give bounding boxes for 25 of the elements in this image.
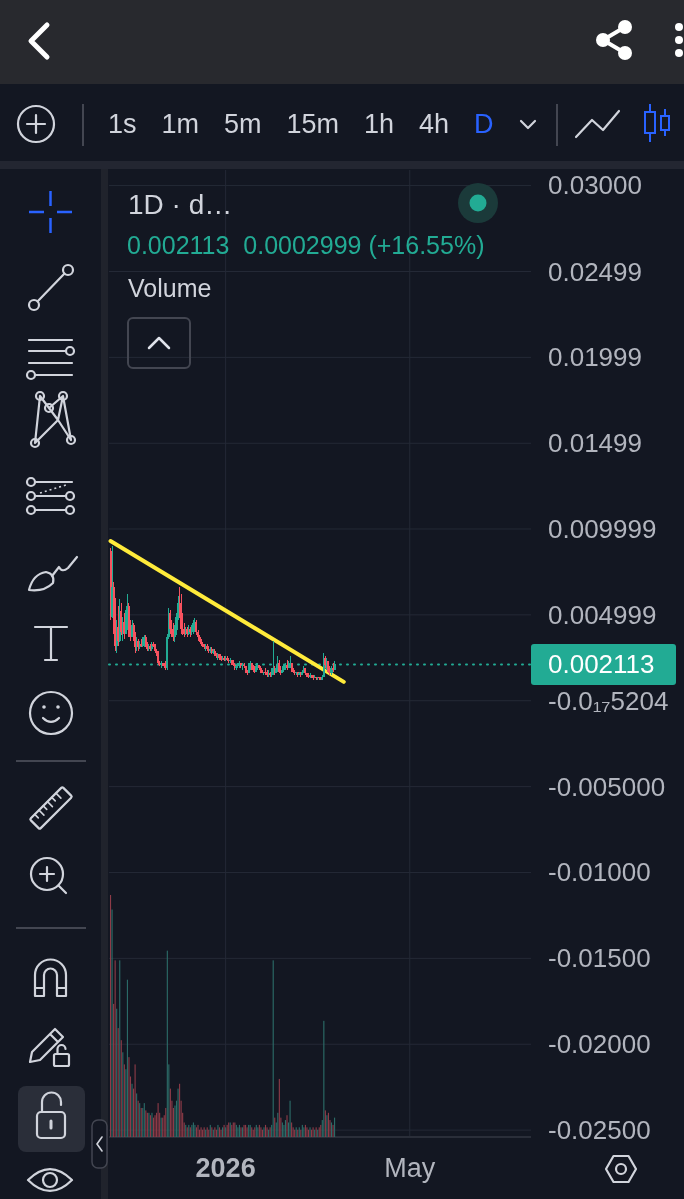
y-tick-label: 0.02499 <box>548 256 642 287</box>
y-tick-label: -0.01000 <box>548 857 651 888</box>
y-tick-label: -0.02000 <box>548 1029 651 1060</box>
y-tick-label: -0.005000 <box>548 771 666 802</box>
y-tick-label: 0.01499 <box>548 428 642 459</box>
text: 1s <box>108 109 137 139</box>
text: 0.002113 0.0002999 (+16.55%) <box>127 231 485 259</box>
x-tick-label: May <box>384 1153 436 1183</box>
ref-line-label: 0.002113 <box>548 649 655 680</box>
text: D <box>474 109 494 139</box>
y-tick-label: -0.01500 <box>548 943 651 974</box>
y-tick-label: -0.02500 <box>548 1115 651 1146</box>
text: 1h <box>364 109 395 139</box>
text: 1D · d… <box>128 188 233 220</box>
text: 5m <box>224 109 262 139</box>
chart-title: Volume <box>128 274 212 302</box>
text: 1m <box>161 109 200 139</box>
x-tick-label: 2026 <box>195 1153 256 1183</box>
y-tick-label: 0.009999 <box>548 513 657 544</box>
text: 4h <box>419 109 450 139</box>
text: 15m <box>286 109 340 139</box>
y-tick-label: 0.004999 <box>548 599 657 630</box>
y-tick-label: 0.03000 <box>548 170 642 201</box>
y-tick-label: -0.0₁₇5204 <box>548 685 669 716</box>
y-tick-label: 0.01999 <box>548 342 642 373</box>
